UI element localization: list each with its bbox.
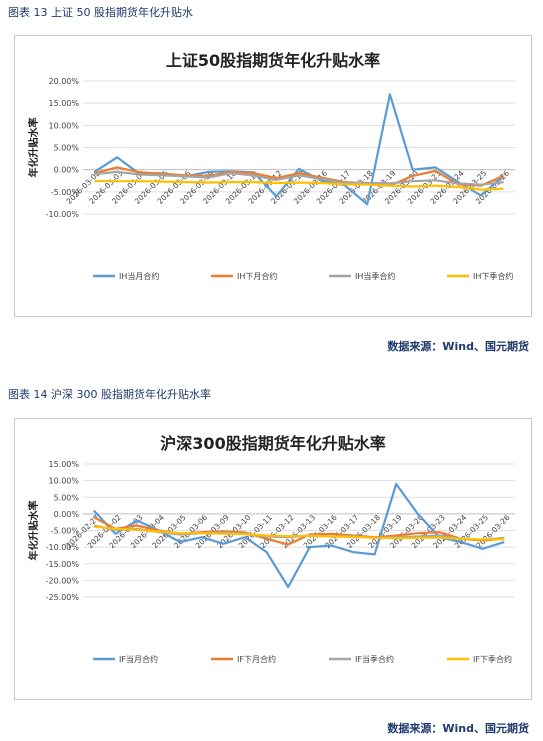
y-tick-label: -5.00% [51,527,80,536]
series-line-3 [94,179,504,191]
y-tick-label: 10.00% [48,477,79,486]
legend-label: IF当月合约 [119,654,158,664]
legend-label: IH下月合约 [237,271,277,281]
y-axis-label: 年化升贴水率 [27,501,40,561]
legend-label: IH下季合约 [473,271,513,281]
series-line-3 [93,525,505,541]
chart-13-frame: 上证50股指期货年化升贴水率年化升贴水率 -10.00% -5.00% 0.00% 5.… [14,35,532,317]
y-tick-label: -15.00% [46,560,80,569]
legend-label: IF下季合约 [473,654,512,664]
legend-label: IF当季合约 [355,654,394,664]
y-tick-label: -20.00% [46,576,80,585]
chart-title: 上证50股指期货年化升贴水率 [166,51,380,70]
y-tick-label: 15.00% [48,99,79,108]
legend-label: IH当季合约 [355,271,395,281]
chart-title: 沪深300股指期货年化升贴水率 [160,434,385,453]
y-tick-label: 5.00% [54,144,80,153]
y-axis-label: 年化升贴水率 [27,118,40,178]
figure-13-caption: 图表 13 上证 50 股指期货年化升贴水 [8,6,193,19]
series-line-1 [94,166,505,187]
chart-14-frame: 沪深300股指期货年化升贴水率年化升贴水率 -25.00% -20.00% -15.0… [14,418,532,700]
y-tick-label: 0.00% [54,166,80,175]
y-tick-label: -5.00% [51,188,80,197]
y-tick-label: -25.00% [46,593,80,602]
y-tick-label: 20.00% [48,77,79,86]
series-line-2 [94,170,504,186]
y-tick-label: 0.00% [54,510,80,519]
y-tick-label: 5.00% [54,493,80,502]
y-tick-label: 15.00% [48,460,79,469]
y-tick-label: -10.00% [46,543,80,552]
y-tick-label: -10.00% [46,210,80,219]
figure-14-source: 数据来源：Wind、国元期货 [387,722,529,735]
y-tick-label: 10.00% [48,121,79,130]
legend-label: IF下月合约 [237,654,276,664]
legend-label: IH当月合约 [119,271,159,281]
figure-13-source: 数据来源：Wind、国元期货 [387,340,529,353]
figure-14-caption: 图表 14 沪深 300 股指期货年化升贴水率 [8,388,211,401]
